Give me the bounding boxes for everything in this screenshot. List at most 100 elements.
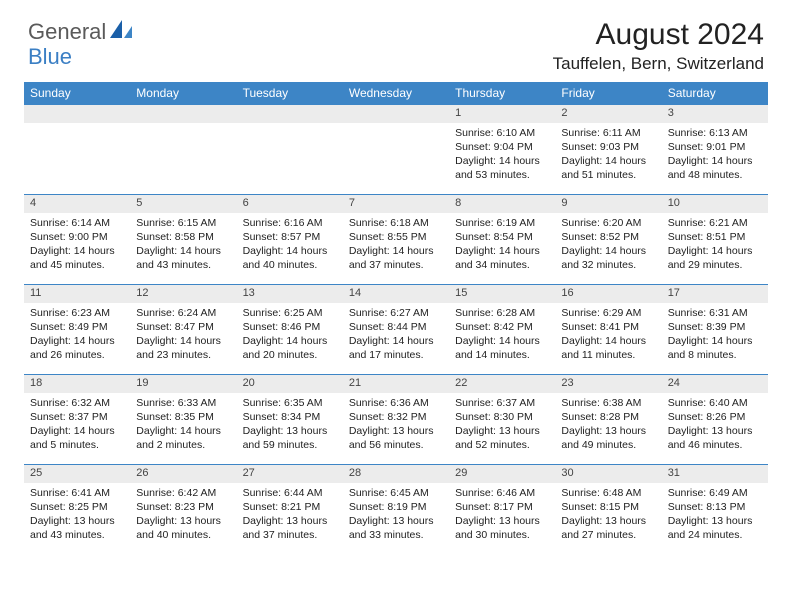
day-number: 11	[30, 287, 41, 299]
day-number-cell: 28	[343, 465, 449, 483]
location: Tauffelen, Bern, Switzerland	[553, 54, 764, 74]
day-content-cell: Sunrise: 6:21 AMSunset: 8:51 PMDaylight:…	[662, 213, 768, 285]
sunset-text: Sunset: 8:58 PM	[136, 230, 230, 244]
sunset-text: Sunset: 8:55 PM	[349, 230, 443, 244]
sunset-text: Sunset: 8:21 PM	[243, 500, 337, 514]
day-content-cell: Sunrise: 6:48 AMSunset: 8:15 PMDaylight:…	[555, 483, 661, 555]
day-content-cell: Sunrise: 6:16 AMSunset: 8:57 PMDaylight:…	[237, 213, 343, 285]
content-row: Sunrise: 6:23 AMSunset: 8:49 PMDaylight:…	[24, 303, 768, 375]
sunset-text: Sunset: 8:54 PM	[455, 230, 549, 244]
daylight-text: Daylight: 14 hours and 34 minutes.	[455, 244, 549, 272]
title-block: August 2024 Tauffelen, Bern, Switzerland	[553, 18, 764, 74]
sunrise-text: Sunrise: 6:31 AM	[668, 306, 762, 320]
logo: General	[28, 18, 136, 45]
day-number-cell: 17	[662, 285, 768, 303]
sunrise-text: Sunrise: 6:44 AM	[243, 486, 337, 500]
daylight-text: Daylight: 14 hours and 32 minutes.	[561, 244, 655, 272]
day-content-cell: Sunrise: 6:44 AMSunset: 8:21 PMDaylight:…	[237, 483, 343, 555]
day-content-cell: Sunrise: 6:19 AMSunset: 8:54 PMDaylight:…	[449, 213, 555, 285]
sunrise-text: Sunrise: 6:11 AM	[561, 126, 655, 140]
day-number: 24	[668, 377, 680, 389]
day-number: 1	[455, 107, 461, 119]
day-number-cell: 22	[449, 375, 555, 393]
daylight-text: Daylight: 13 hours and 37 minutes.	[243, 514, 337, 542]
daylight-text: Daylight: 14 hours and 5 minutes.	[30, 424, 124, 452]
day-number-cell: 7	[343, 195, 449, 213]
sunrise-text: Sunrise: 6:38 AM	[561, 396, 655, 410]
day-number-cell: 8	[449, 195, 555, 213]
sunset-text: Sunset: 8:44 PM	[349, 320, 443, 334]
day-number: 19	[136, 377, 148, 389]
daylight-text: Daylight: 14 hours and 53 minutes.	[455, 154, 549, 182]
daynum-row: 18192021222324	[24, 375, 768, 393]
sunrise-text: Sunrise: 6:37 AM	[455, 396, 549, 410]
day-number: 22	[455, 377, 467, 389]
daynum-row: 1 2 3	[24, 105, 768, 123]
sunrise-text: Sunrise: 6:14 AM	[30, 216, 124, 230]
sunrise-text: Sunrise: 6:35 AM	[243, 396, 337, 410]
sunset-text: Sunset: 8:39 PM	[668, 320, 762, 334]
day-number: 2	[561, 107, 567, 119]
day-number: 14	[349, 287, 361, 299]
day-content-cell: Sunrise: 6:32 AMSunset: 8:37 PMDaylight:…	[24, 393, 130, 465]
day-number-cell: 20	[237, 375, 343, 393]
daylight-text: Daylight: 14 hours and 26 minutes.	[30, 334, 124, 362]
day-content-cell: Sunrise: 6:49 AMSunset: 8:13 PMDaylight:…	[662, 483, 768, 555]
day-content-cell: Sunrise: 6:25 AMSunset: 8:46 PMDaylight:…	[237, 303, 343, 375]
sunrise-text: Sunrise: 6:13 AM	[668, 126, 762, 140]
daynum-row: 45678910	[24, 195, 768, 213]
sunrise-text: Sunrise: 6:29 AM	[561, 306, 655, 320]
logo-text-general: General	[28, 19, 106, 45]
day-number-cell: 25	[24, 465, 130, 483]
day-number-cell	[24, 105, 130, 123]
weekday-header: Saturday	[662, 82, 768, 105]
day-number: 4	[30, 197, 36, 209]
weekday-header-row: Sunday Monday Tuesday Wednesday Thursday…	[24, 82, 768, 105]
day-content-cell: Sunrise: 6:18 AMSunset: 8:55 PMDaylight:…	[343, 213, 449, 285]
day-number-cell: 6	[237, 195, 343, 213]
day-number-cell: 15	[449, 285, 555, 303]
daylight-text: Daylight: 14 hours and 8 minutes.	[668, 334, 762, 362]
sunrise-text: Sunrise: 6:45 AM	[349, 486, 443, 500]
day-number: 18	[30, 377, 42, 389]
day-content-cell: Sunrise: 6:38 AMSunset: 8:28 PMDaylight:…	[555, 393, 661, 465]
daylight-text: Daylight: 14 hours and 20 minutes.	[243, 334, 337, 362]
sunset-text: Sunset: 8:42 PM	[455, 320, 549, 334]
sunrise-text: Sunrise: 6:18 AM	[349, 216, 443, 230]
sunset-text: Sunset: 8:46 PM	[243, 320, 337, 334]
sunset-text: Sunset: 8:23 PM	[136, 500, 230, 514]
day-number: 3	[668, 107, 674, 119]
daylight-text: Daylight: 14 hours and 45 minutes.	[30, 244, 124, 272]
content-row: Sunrise: 6:10 AMSunset: 9:04 PMDaylight:…	[24, 123, 768, 195]
day-number: 20	[243, 377, 255, 389]
day-content-cell: Sunrise: 6:29 AMSunset: 8:41 PMDaylight:…	[555, 303, 661, 375]
daylight-text: Daylight: 13 hours and 49 minutes.	[561, 424, 655, 452]
sunrise-text: Sunrise: 6:27 AM	[349, 306, 443, 320]
daylight-text: Daylight: 13 hours and 46 minutes.	[668, 424, 762, 452]
day-content-cell: Sunrise: 6:40 AMSunset: 8:26 PMDaylight:…	[662, 393, 768, 465]
daylight-text: Daylight: 14 hours and 11 minutes.	[561, 334, 655, 362]
day-content-cell: Sunrise: 6:14 AMSunset: 9:00 PMDaylight:…	[24, 213, 130, 285]
day-number-cell: 27	[237, 465, 343, 483]
sunset-text: Sunset: 8:28 PM	[561, 410, 655, 424]
day-number-cell: 2	[555, 105, 661, 123]
weekday-header: Sunday	[24, 82, 130, 105]
calendar-table: Sunday Monday Tuesday Wednesday Thursday…	[24, 82, 768, 555]
day-number-cell: 1	[449, 105, 555, 123]
logo-sub: Blue	[28, 44, 72, 70]
day-number-cell: 19	[130, 375, 236, 393]
day-content-cell	[237, 123, 343, 195]
daylight-text: Daylight: 13 hours and 56 minutes.	[349, 424, 443, 452]
sunset-text: Sunset: 8:37 PM	[30, 410, 124, 424]
sunset-text: Sunset: 8:15 PM	[561, 500, 655, 514]
sunset-text: Sunset: 8:30 PM	[455, 410, 549, 424]
day-number-cell: 21	[343, 375, 449, 393]
sunset-text: Sunset: 8:35 PM	[136, 410, 230, 424]
daylight-text: Daylight: 14 hours and 40 minutes.	[243, 244, 337, 272]
day-content-cell: Sunrise: 6:31 AMSunset: 8:39 PMDaylight:…	[662, 303, 768, 375]
month-title: August 2024	[553, 18, 764, 52]
day-number: 27	[243, 467, 255, 479]
day-number-cell: 16	[555, 285, 661, 303]
day-content-cell	[24, 123, 130, 195]
day-number: 10	[668, 197, 680, 209]
